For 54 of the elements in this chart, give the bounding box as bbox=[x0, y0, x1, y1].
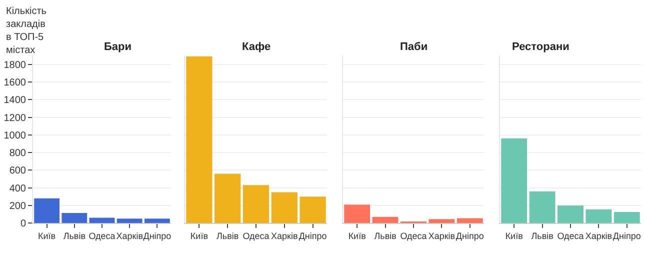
bar bbox=[529, 191, 556, 224]
x-tick-label: Львів bbox=[216, 230, 239, 241]
x-tick-label: Дніпро bbox=[298, 230, 327, 241]
bar bbox=[214, 174, 241, 224]
y-tick-label: 1600 bbox=[4, 77, 26, 88]
chart-title: Бари bbox=[104, 41, 132, 53]
y-tick-label: 0 bbox=[20, 218, 26, 230]
bar bbox=[34, 198, 60, 224]
x-tick-label: Харків bbox=[271, 230, 298, 241]
y-tick-label: 1800 bbox=[4, 60, 26, 71]
x-tick-label: Львів bbox=[531, 230, 554, 241]
y-tick-label: 1000 bbox=[4, 130, 26, 142]
chart-title: Кафе bbox=[242, 41, 271, 53]
bar bbox=[558, 205, 584, 224]
bar bbox=[586, 209, 612, 224]
bar bbox=[428, 219, 455, 224]
x-tick-label: Київ bbox=[348, 230, 366, 241]
x-tick-label: Одеса bbox=[400, 230, 427, 241]
bar bbox=[456, 218, 483, 224]
x-tick-label: Одеса bbox=[88, 230, 116, 241]
bar bbox=[186, 56, 212, 224]
y-tick-label: 1200 bbox=[4, 112, 26, 124]
x-tick-label: Київ bbox=[38, 230, 56, 241]
bar bbox=[242, 185, 270, 224]
y-axis-title: Кількість закладів в ТОП-5 містах bbox=[6, 6, 46, 56]
x-tick-label: Київ bbox=[190, 230, 208, 241]
x-tick-label: Харків bbox=[428, 230, 456, 241]
x-tick-label: Львів bbox=[63, 230, 86, 241]
x-tick-label: Харків bbox=[585, 230, 612, 241]
x-tick-label: Дніпро bbox=[612, 230, 641, 241]
bar bbox=[300, 196, 326, 224]
x-tick-label: Одеса bbox=[242, 230, 270, 241]
y-tick-label: 400 bbox=[9, 183, 26, 194]
x-tick-label: Дніпро bbox=[456, 230, 484, 241]
bar bbox=[271, 192, 298, 224]
y-tick-label: 200 bbox=[9, 200, 26, 212]
bar bbox=[116, 218, 142, 224]
x-tick-label: Дніпро bbox=[143, 230, 172, 241]
bar bbox=[372, 216, 398, 224]
bar bbox=[144, 218, 170, 224]
bar bbox=[89, 218, 115, 224]
bar bbox=[614, 212, 640, 224]
bar bbox=[344, 204, 370, 224]
y-tick-label: 800 bbox=[9, 148, 26, 160]
bar bbox=[62, 212, 88, 224]
x-tick-label: Харків bbox=[116, 230, 144, 241]
x-tick-label: Одеса bbox=[557, 230, 584, 241]
y-tick-label: 600 bbox=[9, 166, 26, 177]
bar bbox=[501, 138, 528, 224]
chart-title: Паби bbox=[400, 41, 428, 53]
x-tick-label: Київ bbox=[505, 230, 524, 241]
x-tick-label: Львів bbox=[374, 230, 397, 241]
chart-title: Ресторани bbox=[512, 41, 570, 53]
y-tick-label: 1400 bbox=[4, 95, 26, 106]
